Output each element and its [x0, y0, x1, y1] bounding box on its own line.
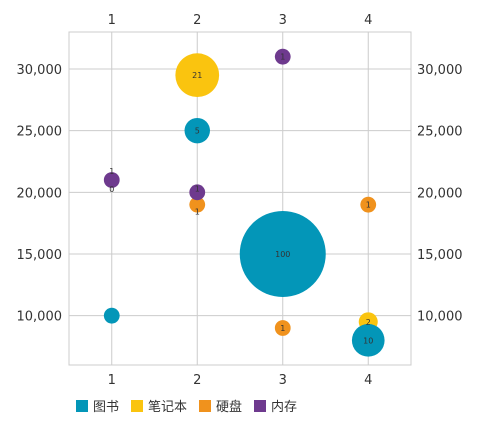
bubble: [103, 307, 120, 324]
legend-label: 图书: [93, 400, 120, 415]
bubble-label: 0: [109, 185, 114, 194]
bubble-label: 5: [195, 127, 200, 136]
bubble-label: 1: [195, 208, 200, 217]
y-tick-label-left: 10,000: [17, 310, 63, 325]
x-tick-label-top: 1: [108, 13, 116, 28]
bubble: [189, 196, 206, 213]
legend-item[interactable]: 笔记本: [131, 396, 187, 415]
bubble-label: 1: [280, 53, 285, 62]
bubble-label: 21: [192, 71, 202, 80]
bubbles: [103, 48, 385, 357]
bubble: [184, 117, 210, 144]
x-tick-label-top: 4: [364, 13, 372, 28]
bubble-label: 10: [363, 336, 373, 345]
bubble: [239, 211, 326, 297]
legend: 图书 笔记本 硬盘 内存: [76, 396, 309, 415]
legend-swatch: [131, 399, 144, 412]
legend-item[interactable]: 内存: [254, 396, 297, 415]
x-tick-label-top: 3: [279, 13, 287, 28]
bubble-label: 1: [195, 184, 200, 193]
x-tick-label-bottom: 4: [364, 373, 372, 388]
bubble: [360, 196, 377, 213]
grid: [68, 31, 412, 366]
y-tick-label-left: 20,000: [17, 186, 63, 201]
bubble-label: 2: [366, 318, 371, 327]
legend-swatch: [254, 399, 267, 412]
bubble-label: 1: [280, 324, 285, 333]
bubble: [107, 176, 116, 184]
bubble: [274, 48, 291, 65]
legend-item[interactable]: 硬盘: [199, 396, 242, 415]
bubble: [175, 53, 220, 98]
y-tick-label-right: 20,000: [417, 186, 463, 201]
x-tick-label-top: 2: [193, 13, 201, 28]
y-tick-label-right: 15,000: [417, 248, 463, 263]
plot-border: [68, 31, 412, 366]
legend-label: 笔记本: [148, 400, 188, 415]
bubble: [274, 320, 291, 336]
x-tick-label-bottom: 1: [108, 373, 116, 388]
legend-label: 内存: [271, 400, 298, 415]
bubble-label: 1: [109, 167, 114, 176]
legend-swatch: [199, 399, 212, 412]
legend-swatch: [76, 399, 88, 412]
bubble-label: 1: [366, 201, 371, 210]
bubble-label: 100: [275, 250, 290, 259]
legend-label: 硬盘: [216, 400, 243, 415]
legend-item[interactable]: 图书: [76, 396, 119, 415]
x-tick-label-bottom: 3: [279, 373, 287, 388]
y-tick-label-left: 30,000: [17, 63, 63, 78]
y-tick-label-left: 15,000: [17, 248, 63, 263]
x-tick-label-bottom: 2: [193, 373, 201, 388]
y-tick-label-right: 25,000: [417, 125, 463, 140]
bubble: [189, 184, 206, 201]
bubble: [351, 324, 385, 357]
y-tick-label-right: 30,000: [417, 63, 463, 78]
y-tick-label-right: 10,000: [417, 310, 463, 325]
y-tick-label-left: 25,000: [17, 125, 63, 140]
